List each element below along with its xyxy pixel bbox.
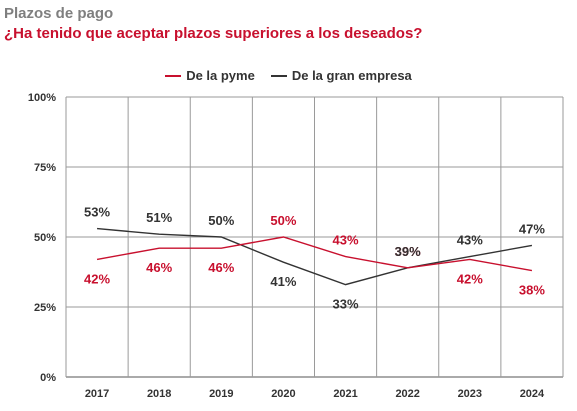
y-tick-label: 100%	[28, 92, 56, 104]
x-tick-label: 2020	[271, 388, 295, 400]
data-label-pyme: 43%	[333, 233, 359, 248]
legend-swatch-pyme	[165, 74, 182, 77]
data-label-gran-empresa: 41%	[270, 274, 296, 289]
data-label-pyme: 42%	[457, 271, 483, 286]
legend-swatch-gran-empresa	[270, 74, 287, 77]
legend-label-gran-empresa: De la gran empresa	[291, 68, 412, 83]
data-label-pyme: 39%	[395, 244, 421, 259]
x-tick-label: 2022	[395, 388, 419, 400]
data-label-pyme: 46%	[208, 260, 234, 275]
x-tick-label: 2021	[333, 388, 357, 400]
legend-label-pyme: De la pyme	[186, 68, 255, 83]
x-tick-label: 2017	[85, 388, 109, 400]
data-label-gran-empresa: 43%	[457, 233, 483, 248]
x-tick-label: 2018	[147, 388, 171, 400]
chart-subtitle: ¿Ha tenido que aceptar plazos superiores…	[4, 25, 423, 42]
legend-item-pyme: De la pyme	[165, 68, 255, 83]
x-tick-label: 2024	[520, 388, 545, 400]
data-label-pyme: 46%	[146, 260, 172, 275]
data-label-gran-empresa: 47%	[519, 221, 545, 236]
y-tick-label: 0%	[40, 372, 56, 384]
x-tick-label: 2019	[209, 388, 233, 400]
data-label-pyme: 50%	[270, 213, 296, 228]
y-tick-label: 50%	[34, 232, 56, 244]
x-tick-label: 2023	[458, 388, 482, 400]
y-tick-label: 25%	[34, 302, 56, 314]
chart-title: Plazos de pago	[4, 5, 114, 22]
data-label-pyme: 38%	[519, 283, 545, 298]
y-tick-label: 75%	[34, 162, 56, 174]
data-label-pyme: 42%	[84, 271, 110, 286]
data-label-gran-empresa: 33%	[333, 297, 359, 312]
series-line-pyme	[96, 236, 533, 272]
data-label-gran-empresa: 53%	[84, 205, 110, 220]
data-label-gran-empresa: 39%	[395, 244, 421, 259]
data-label-gran-empresa: 50%	[208, 213, 234, 228]
series-line-gran-empresa	[96, 227, 533, 286]
legend-item-gran-empresa: De la gran empresa	[270, 68, 412, 83]
legend: De la pyme De la gran empresa	[0, 68, 577, 83]
data-label-gran-empresa: 51%	[146, 210, 172, 225]
